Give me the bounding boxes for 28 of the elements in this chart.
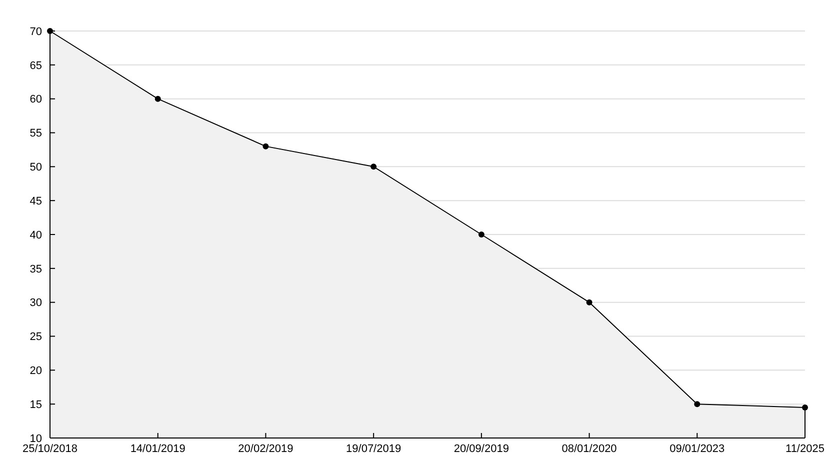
x-tick-label: 25/10/2018 [22,443,78,455]
point [154,96,161,102]
x-tick-label: 19/07/2019 [346,443,402,455]
y-tick-label: 20 [30,365,42,378]
x-tick-label: 20/09/2019 [454,443,509,455]
y-tick-label: 15 [30,398,42,411]
point [370,164,377,170]
y-tick-label: 65 [30,60,42,72]
y-tick-label: 40 [30,229,42,242]
y-tick-label: 50 [30,162,42,174]
x-tick-label: 09/01/2023 [670,443,725,455]
y-tick-label: 60 [30,94,42,106]
y-tick-label: 30 [30,297,42,310]
x-tick-label: 08/01/2020 [562,443,617,455]
y-tick-label: 55 [30,128,42,140]
point [694,401,700,408]
point [478,232,484,238]
y-tick-label: 35 [30,263,42,276]
x-tick-label: 14/01/2019 [130,443,186,455]
y-tick-label: 10 [30,432,42,445]
point [262,143,269,150]
point [586,299,592,306]
y-tick-label: 45 [30,195,42,208]
x-tick-label: 11/2025 [786,443,824,455]
point [802,404,808,410]
x-tick-label: 20/02/2019 [238,443,294,455]
y-tick-label: 70 [30,26,42,38]
y-tick-label: 25 [30,331,42,344]
